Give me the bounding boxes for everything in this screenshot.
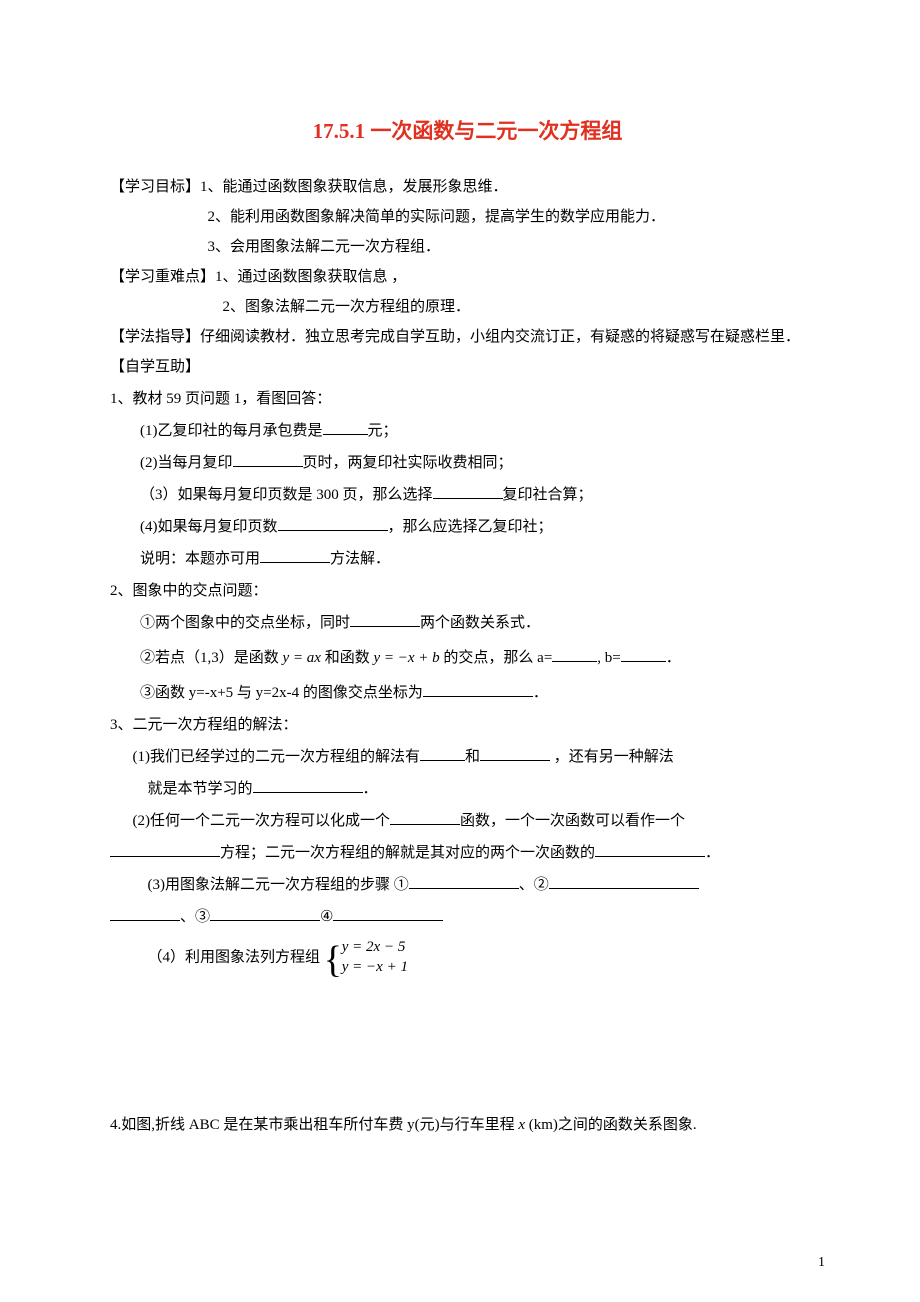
eq-2: y = −x + 1: [342, 959, 408, 975]
selfstudy-label: 【自学互助】: [110, 352, 825, 382]
q2-1-text-a: ①两个图象中的交点坐标，同时: [140, 615, 350, 631]
question-4: 4.如图,折线 ABC 是在某市乘出租车所付车费 y(元)与行车里程 x (km…: [110, 1110, 825, 1140]
q2-2-eq2: y = −x + b: [373, 650, 439, 666]
blank-3-2a: [390, 810, 460, 825]
question-3-4: （4）利用图象法列方程组 { y = 2x − 5 y = −x + 1: [110, 938, 825, 978]
blank-3-3b2: [110, 906, 180, 921]
q2-1-text-b: 两个函数关系式．: [420, 615, 540, 631]
q2-2-text-a: ②若点（1,3）是函数: [140, 650, 283, 666]
equation-system: { y = 2x − 5 y = −x + 1: [324, 938, 408, 978]
q2-3-text-b: ．: [533, 685, 548, 701]
q3-1-text-b: 和: [465, 749, 480, 765]
page-number: 1: [818, 1249, 825, 1277]
q4-var-x: x: [518, 1117, 525, 1133]
q2-2-eq1: y = ax: [283, 650, 321, 666]
objective-3: 3、会用图象法解二元一次方程组．: [110, 232, 825, 262]
objectives-label: 【学习目标】: [110, 179, 200, 195]
blank-1-3: [433, 484, 503, 499]
q1-1-text-b: 元；: [368, 423, 398, 439]
blank-3-2c: [595, 842, 705, 857]
q3-3-text-c: 、③: [180, 909, 210, 925]
q2-3-text-a: ③函数 y=-x+5 与 y=2x-4 的图像交点坐标为: [140, 685, 423, 701]
q4-text-a: 4.如图,折线 ABC 是在某市乘出租车所付车费 y(元)与行车里程: [110, 1117, 515, 1133]
question-3-heading: 3、二元一次方程组的解法：: [110, 710, 825, 740]
blank-3-3a: [409, 874, 519, 889]
q3-1-text-a: (1)我们已经学过的二元一次方程组的解法有: [133, 749, 421, 765]
blank-3-3d: [333, 906, 443, 921]
q3-4-text-a: （4）利用图象法列方程组: [148, 949, 321, 965]
blank-3-1c: [253, 778, 363, 793]
q1-1-text-a: (1)乙复印社的每月承包费是: [140, 423, 323, 439]
q3-2-text-b: 函数，一个一次函数可以看作一个: [460, 813, 685, 829]
q3-1-text-e: ．: [363, 781, 378, 797]
method-section: 【学法指导】仔细阅读教材．独立思考完成自学互助，小组内交流订正，有疑惑的将疑惑写…: [110, 322, 825, 352]
document-title: 17.5.1 一次函数与二元一次方程组: [110, 110, 825, 152]
difficulty-2: 2、图象法解二元一次方程组的原理．: [110, 292, 825, 322]
q3-3-text-a: (3)用图象法解二元一次方程组的步骤 ①: [148, 877, 409, 893]
blank-2-3: [423, 682, 533, 697]
objective-1: 1、能通过函数图象获取信息，发展形象思维．: [200, 179, 508, 195]
q1-2-text-a: (2)当每月复印: [140, 455, 233, 471]
question-2-1: ①两个图象中的交点坐标，同时 两个函数关系式．: [110, 608, 825, 638]
q2-2-text-e: ．: [666, 650, 681, 666]
method-text: 仔细阅读教材．独立思考完成自学互助，小组内交流订正，有疑惑的将疑惑写在疑惑栏里．: [200, 329, 800, 345]
question-3-1: (1)我们已经学过的二元一次方程组的解法有 和 ，还有另一种解法: [110, 742, 825, 772]
blank-1-1: [323, 420, 368, 435]
objective-2: 2、能利用函数图象解决简单的实际问题，提高学生的数学应用能力．: [110, 202, 825, 232]
question-3-2: (2)任何一个二元一次方程可以化成一个 函数，一个一次函数可以看作一个: [110, 806, 825, 836]
q2-2-text-d: , b=: [597, 650, 620, 666]
question-3-1-cont: 就是本节学习的 ．: [110, 774, 825, 804]
q2-2-text-b: 和函数: [321, 650, 374, 666]
objectives-line1: 【学习目标】1、能通过函数图象获取信息，发展形象思维．: [110, 172, 825, 202]
question-1-2: (2)当每月复印 页时，两复印社实际收费相同；: [110, 448, 825, 478]
blank-3-1b: [480, 746, 550, 761]
workspace-spacer: [110, 978, 825, 1108]
blank-3-3b: [549, 874, 699, 889]
blank-3-2b: [110, 842, 220, 857]
question-3-3-cont: 、③ ④: [110, 902, 825, 932]
q3-3-text-b: 、②: [519, 877, 549, 893]
question-1-heading: 1、教材 59 页问题 1，看图回答：: [110, 384, 825, 414]
question-1-note: 说明：本题亦可用 方法解．: [110, 544, 825, 574]
q3-1-text-d: 就是本节学习的: [148, 781, 253, 797]
blank-3-3c: [210, 906, 320, 921]
q1-4-text-a: (4)如果每月复印页数: [140, 519, 278, 535]
blank-1-note: [260, 548, 330, 563]
q3-2-text-d: ．: [705, 845, 720, 861]
question-3-3: (3)用图象法解二元一次方程组的步骤 ① 、②: [110, 870, 825, 900]
blank-1-2: [233, 452, 303, 467]
q3-1-text-c: ，还有另一种解法: [550, 749, 674, 765]
blank-2-2b: [621, 647, 666, 662]
blank-3-1a: [420, 746, 465, 761]
question-2-2: ②若点（1,3）是函数 y = ax 和函数 y = −x + b 的交点，那么…: [110, 640, 825, 676]
question-2-3: ③函数 y=-x+5 与 y=2x-4 的图像交点坐标为 ．: [110, 678, 825, 708]
left-brace-icon: {: [324, 932, 342, 989]
q3-3-text-d: ④: [320, 909, 333, 925]
q1-2-text-b: 页时，两复印社实际收费相同；: [303, 455, 513, 471]
q3-2-text-c: 方程；二元一次方程组的解就是其对应的两个一次函数的: [220, 845, 595, 861]
q1-note-a: 说明：本题亦可用: [140, 551, 260, 567]
q2-2-text-c: 的交点，那么 a=: [440, 650, 553, 666]
q1-4-text-b: ，那么应选择乙复印社；: [388, 519, 553, 535]
q1-3-text-a: （3）如果每月复印页数是 300 页，那么选择: [140, 487, 433, 503]
q3-2-text-a: (2)任何一个二元一次方程可以化成一个: [133, 813, 391, 829]
q4-text-b: (km)之间的函数关系图象.: [529, 1117, 697, 1133]
blank-2-2a: [552, 647, 597, 662]
blank-1-4: [278, 516, 388, 531]
question-1-1: (1)乙复印社的每月承包费是 元；: [110, 416, 825, 446]
method-label: 【学法指导】: [110, 329, 200, 345]
question-3-2-cont: 方程；二元一次方程组的解就是其对应的两个一次函数的 ．: [110, 838, 825, 868]
difficulties-label: 【学习重难点】: [110, 269, 215, 285]
q1-note-b: 方法解．: [330, 551, 390, 567]
blank-2-1: [350, 612, 420, 627]
question-2-heading: 2、图象中的交点问题：: [110, 576, 825, 606]
question-1-3: （3）如果每月复印页数是 300 页，那么选择 复印社合算；: [110, 480, 825, 510]
difficulties-line1: 【学习重难点】1、通过函数图象获取信息 ，: [110, 262, 825, 292]
question-1-4: (4)如果每月复印页数 ，那么应选择乙复印社；: [110, 512, 825, 542]
eq-1: y = 2x − 5: [342, 939, 406, 955]
q1-3-text-b: 复印社合算；: [503, 487, 593, 503]
difficulty-1: 1、通过函数图象获取信息 ，: [215, 269, 406, 285]
